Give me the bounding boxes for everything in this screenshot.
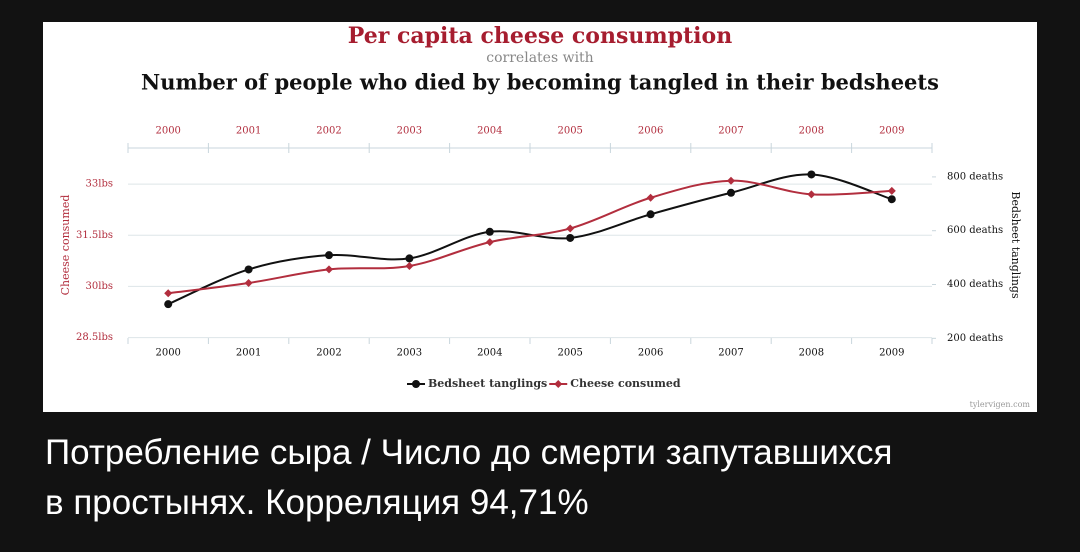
y-axis-label: Cheese consumed [59, 195, 72, 296]
x-tick-label-top: 2002 [316, 126, 341, 137]
x-tick-label-top: 2003 [397, 126, 422, 137]
x-tick-label-top: 2007 [718, 126, 743, 137]
data-point [325, 265, 333, 274]
x-tick-label-top: 2009 [879, 126, 904, 137]
credit: tylervigen.com [970, 400, 1031, 409]
caption-line: в простынях. Корреляция 94,71% [45, 483, 589, 522]
data-point [244, 279, 253, 288]
data-point [807, 170, 816, 179]
legend-label: Bedsheet tanglings [428, 377, 547, 390]
x-tick-label-top: 2008 [799, 126, 824, 137]
chart-title-secondary: Number of people who died by becoming ta… [141, 70, 939, 95]
x-tick-label-top: 2004 [477, 126, 502, 137]
data-point [244, 265, 253, 274]
y2-tick-label: 600 deaths [947, 225, 1003, 236]
data-point [807, 190, 816, 199]
x-tick-label: 2005 [557, 348, 582, 359]
data-point [405, 254, 414, 263]
y2-tick-label: 400 deaths [947, 279, 1003, 290]
x-tick-label: 2007 [718, 348, 743, 359]
chart: Per capita cheese consumption correlates… [43, 22, 1037, 412]
data-point [727, 188, 735, 197]
x-tick-label: 2009 [879, 348, 904, 359]
chart-subtitle: correlates with [486, 50, 593, 66]
x-tick-label-top: 2001 [236, 126, 261, 137]
data-point [566, 233, 575, 242]
data-point [405, 261, 414, 270]
y-tick-label: 30lbs [86, 281, 113, 292]
x-tick-label: 2003 [397, 348, 422, 359]
legend-marker [554, 380, 563, 388]
chart-background [43, 22, 1037, 412]
x-tick-label-top: 2006 [638, 126, 663, 137]
caption-line: Потребление сыра / Число до смерти запут… [45, 433, 893, 472]
x-tick-label: 2002 [316, 348, 341, 359]
data-point [164, 289, 173, 298]
y-tick-label: 28.5lbs [76, 332, 113, 343]
y2-axis-label: Bedsheet tanglings [1009, 191, 1022, 299]
x-tick-label: 2006 [638, 348, 663, 359]
data-point [485, 227, 494, 236]
x-tick-label: 2000 [155, 348, 180, 359]
data-point [164, 300, 173, 309]
data-point [887, 186, 896, 195]
x-tick-label-top: 2005 [557, 126, 582, 137]
x-tick-label: 2004 [477, 348, 502, 359]
data-point [727, 176, 735, 185]
chart-title: Per capita cheese consumption [348, 23, 732, 49]
data-point [566, 224, 575, 233]
y-tick-label: 31.5lbs [76, 230, 113, 241]
y2-tick-label: 200 deaths [947, 333, 1003, 344]
legend-label: Cheese consumed [570, 377, 681, 390]
legend-marker [412, 380, 420, 388]
data-point [485, 238, 494, 247]
x-tick-label: 2008 [799, 348, 824, 359]
y2-tick-label: 800 deaths [947, 171, 1003, 182]
data-point [887, 195, 896, 204]
data-point [646, 193, 655, 202]
series-line [168, 179, 892, 295]
data-point [325, 251, 333, 260]
y-tick-label: 33lbs [86, 179, 113, 190]
data-point [646, 210, 655, 219]
x-tick-label: 2001 [236, 348, 261, 359]
x-tick-label-top: 2000 [155, 126, 180, 137]
